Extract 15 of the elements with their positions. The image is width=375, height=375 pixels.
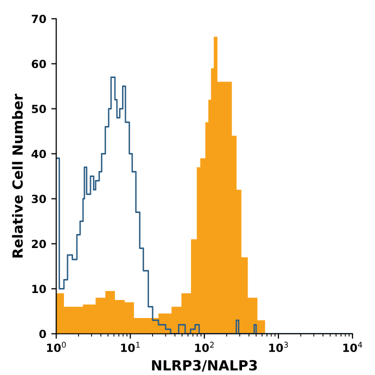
- x-tick-label: 10$^{2}$: [195, 342, 214, 352]
- y-tick-label: 10: [32, 284, 46, 294]
- y-tick-label: 50: [32, 104, 46, 114]
- y-axis-title: Relative Cell Number: [12, 94, 23, 258]
- x-tick-label: 10$^{1}$: [121, 342, 140, 352]
- x-tick-label: 10$^{4}$: [343, 342, 362, 352]
- y-tick-label: 60: [32, 60, 46, 68]
- x-tick-label: 10$^{3}$: [269, 342, 288, 352]
- x-tick-label: 10$^{0}$: [47, 342, 66, 352]
- y-tick-label: 70: [32, 14, 46, 24]
- y-tick-label: 0: [39, 330, 46, 338]
- y-tick-label: 30: [32, 194, 46, 204]
- x-axis-title: NLRP3/NALP3: [152, 360, 257, 372]
- y-tick-label: 20: [32, 240, 46, 248]
- y-tick-label: 40: [32, 150, 46, 158]
